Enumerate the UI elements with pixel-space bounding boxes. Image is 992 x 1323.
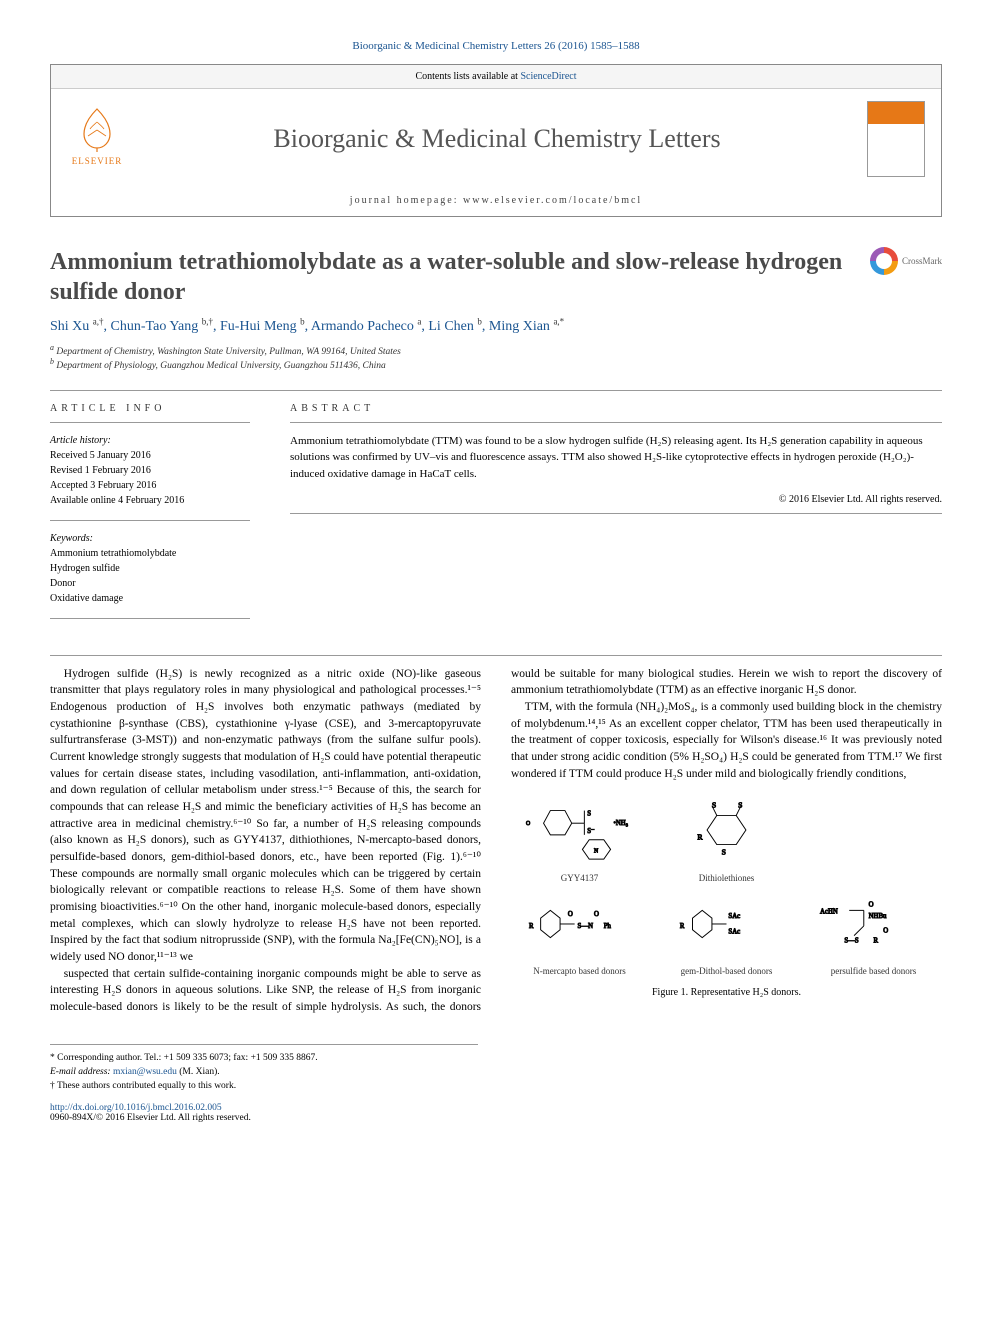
email-line: E-mail address: mxian@wsu.edu (M. Xian). xyxy=(50,1065,478,1079)
svg-text:O: O xyxy=(883,928,888,935)
fig-label-2: Dithiolethiones xyxy=(658,872,795,885)
keywords-label: Keywords: xyxy=(50,533,93,544)
keyword-3: Donor xyxy=(50,578,76,589)
journal-cover-thumb xyxy=(867,101,925,177)
affiliation-b: b Department of Physiology, Guangzhou Me… xyxy=(50,359,942,373)
figure-1: S S⁻ N •NH₃ O GYY4137 S S R S Dithiolethiones R… xyxy=(511,796,942,1000)
svg-text:SAc: SAc xyxy=(728,913,740,920)
abstract-heading: ABSTRACT xyxy=(290,401,942,416)
fig-structure-1: S S⁻ N •NH₃ O GYY4137 xyxy=(511,796,648,885)
journal-header: Contents lists available at ScienceDirec… xyxy=(50,64,942,217)
corresponding-author: * Corresponding author. Tel.: +1 509 335… xyxy=(50,1051,478,1065)
elsevier-text: ELSEVIER xyxy=(72,156,123,166)
doi-block: http://dx.doi.org/10.1016/j.bmcl.2016.02… xyxy=(50,1103,942,1123)
contents-text: Contents lists available at xyxy=(415,71,520,82)
abstract-text: Ammonium tetrathiomolybdate (TTM) was fo… xyxy=(290,433,942,483)
doi-link[interactable]: http://dx.doi.org/10.1016/j.bmcl.2016.02… xyxy=(50,1103,222,1113)
svg-text:O: O xyxy=(568,911,573,918)
elsevier-logo: ELSEVIER xyxy=(67,104,127,174)
divider xyxy=(50,390,942,391)
abstract-copyright: © 2016 Elsevier Ltd. All rights reserved… xyxy=(290,492,942,507)
elsevier-tree-icon xyxy=(72,104,122,154)
svg-text:R: R xyxy=(697,833,703,842)
fig-label-4: N-mercapto based donors xyxy=(511,965,648,978)
affiliations: a Department of Chemistry, Washington St… xyxy=(50,345,942,374)
history-label: Article history: xyxy=(50,435,111,446)
crossmark-label: CrossMark xyxy=(902,256,942,266)
history-received: Received 5 January 2016 xyxy=(50,450,151,461)
svg-text:Ph: Ph xyxy=(604,923,612,930)
keywords: Keywords: Ammonium tetrathiomolybdate Hy… xyxy=(50,531,250,606)
history-accepted: Accepted 3 February 2016 xyxy=(50,480,156,491)
svg-text:R: R xyxy=(874,937,879,944)
divider xyxy=(50,655,942,656)
fig-structure-4: ROS—NPhO N-mercapto based donors xyxy=(511,889,648,978)
svg-text:R: R xyxy=(680,923,685,930)
crossmark-icon xyxy=(870,247,898,275)
crossmark-badge[interactable]: CrossMark xyxy=(870,247,942,275)
journal-title: Bioorganic & Medicinal Chemistry Letters xyxy=(127,124,867,154)
homepage-label: journal homepage: www.elsevier.com/locat… xyxy=(51,189,941,216)
issn-copyright: 0960-894X/© 2016 Elsevier Ltd. All right… xyxy=(50,1113,251,1123)
author-list: Shi Xu a,†, Chun-Tao Yang b,†, Fu-Hui Me… xyxy=(50,319,942,335)
fig-structure-5: R SAc SAc gem-Dithol-based donors xyxy=(658,889,795,978)
svg-text:•NH₃: •NH₃ xyxy=(614,820,629,827)
footnotes: * Corresponding author. Tel.: +1 509 335… xyxy=(50,1044,478,1094)
equal-contribution: † These authors contributed equally to t… xyxy=(50,1079,478,1093)
svg-text:S—S: S—S xyxy=(844,937,859,944)
svg-text:S—N: S—N xyxy=(578,923,594,930)
fig-label-1: GYY4137 xyxy=(511,872,648,885)
figure-caption: Figure 1. Representative H₂S donors. xyxy=(511,986,942,1001)
fig-label-6: persulfide based donors xyxy=(805,965,942,978)
svg-text:S: S xyxy=(738,801,742,810)
svg-text:S: S xyxy=(722,847,726,856)
history-revised: Revised 1 February 2016 xyxy=(50,465,151,476)
article-info: ARTICLE INFO Article history: Received 5… xyxy=(50,401,250,629)
svg-text:S⁻: S⁻ xyxy=(587,828,595,835)
svg-text:SAc: SAc xyxy=(728,929,740,936)
fig-structure-2: S S R S Dithiolethiones xyxy=(658,796,795,885)
svg-text:O: O xyxy=(594,911,599,918)
keyword-1: Ammonium tetrathiomolybdate xyxy=(50,548,176,559)
fig-structure-3 xyxy=(805,796,942,885)
info-heading: ARTICLE INFO xyxy=(50,401,250,416)
contents-bar: Contents lists available at ScienceDirec… xyxy=(51,65,941,89)
svg-text:N: N xyxy=(594,849,599,855)
svg-text:NHBu: NHBu xyxy=(869,913,887,920)
body-paragraph-3: TTM, with the formula (NH₄)₂MoS₄, is a c… xyxy=(511,699,942,782)
svg-text:R: R xyxy=(529,923,534,930)
svg-text:AcHN: AcHN xyxy=(820,908,838,915)
svg-text:O: O xyxy=(869,901,874,908)
fig-structure-6: AcHNONHBuS—SRO persulfide based donors xyxy=(805,889,942,978)
citation-line: Bioorganic & Medicinal Chemistry Letters… xyxy=(50,40,942,52)
keyword-2: Hydrogen sulfide xyxy=(50,563,120,574)
svg-text:O: O xyxy=(526,821,530,827)
history-online: Available online 4 February 2016 xyxy=(50,495,184,506)
keyword-4: Oxidative damage xyxy=(50,593,123,604)
email-link[interactable]: mxian@wsu.edu xyxy=(113,1067,177,1077)
fig-label-5: gem-Dithol-based donors xyxy=(658,965,795,978)
abstract: ABSTRACT Ammonium tetrathiomolybdate (TT… xyxy=(290,401,942,629)
article-history: Article history: Received 5 January 2016… xyxy=(50,433,250,508)
body-paragraph-1: Hydrogen sulfide (H₂S) is newly recogniz… xyxy=(50,666,481,966)
affiliation-a: a Department of Chemistry, Washington St… xyxy=(50,345,942,359)
svg-text:S: S xyxy=(712,801,716,810)
article-body: Hydrogen sulfide (H₂S) is newly recogniz… xyxy=(50,666,942,1016)
svg-text:S: S xyxy=(587,811,591,818)
sciencedirect-link[interactable]: ScienceDirect xyxy=(520,71,576,82)
article-title: Ammonium tetrathiomolybdate as a water-s… xyxy=(50,247,854,307)
